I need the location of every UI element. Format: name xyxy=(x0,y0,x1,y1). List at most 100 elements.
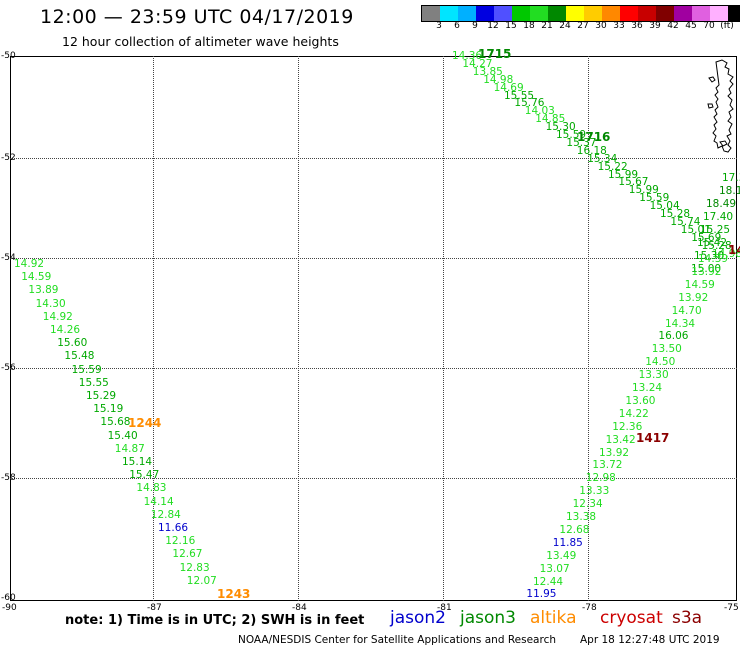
legend-swatch xyxy=(476,6,494,21)
legend-swatch xyxy=(692,6,710,21)
pass-time: 14 xyxy=(728,243,740,257)
legend-swatch xyxy=(548,6,566,21)
track-value: 18.49 xyxy=(706,198,736,210)
pass-time: 1244 xyxy=(128,416,161,430)
longitude-tick: -90 xyxy=(2,603,17,613)
track-value: 16.06 xyxy=(658,330,688,342)
legend-swatch xyxy=(602,6,620,21)
track-value: 15.55 xyxy=(79,377,109,389)
parallel-line xyxy=(10,368,737,369)
satellite-name: jason2 xyxy=(390,608,446,628)
legend-label: (ft) xyxy=(718,21,736,31)
track-value: 14.59 xyxy=(685,279,715,291)
track-value: 13.60 xyxy=(625,395,655,407)
pass-time: 1243 xyxy=(217,587,250,601)
longitude-tick: -87 xyxy=(147,603,162,613)
legend-swatch xyxy=(728,6,740,21)
track-value: 12.44 xyxy=(533,576,563,588)
track-value: 14.59 xyxy=(21,271,51,283)
track-value: 12.67 xyxy=(172,548,202,560)
latitude-tick: -56 xyxy=(1,363,16,373)
legend-label: 3 xyxy=(430,21,448,31)
pass-time: 1715 xyxy=(478,47,511,61)
track-value: 12.83 xyxy=(180,562,210,574)
track-value: 13.07 xyxy=(540,563,570,575)
track-value: 13.92 xyxy=(691,266,721,278)
track-value: 12.16 xyxy=(165,535,195,547)
track-value: 17.3 xyxy=(722,172,740,184)
legend-swatch xyxy=(530,6,548,21)
legend-label: 12 xyxy=(484,21,502,31)
parallel-line xyxy=(10,258,737,259)
legend-label: 6 xyxy=(448,21,466,31)
latitude-tick: -52 xyxy=(1,153,16,163)
legend-swatch xyxy=(620,6,638,21)
track-value: 15.59 xyxy=(72,364,102,376)
track-value: 15.60 xyxy=(57,337,87,349)
track-value: 18.1 xyxy=(719,185,740,197)
legend-label: 36 xyxy=(628,21,646,31)
meridian-line xyxy=(443,56,444,601)
track-value: 14.39 xyxy=(698,253,728,265)
track-value: 11.85 xyxy=(553,537,583,549)
track-value: 13.30 xyxy=(639,369,669,381)
legend-label: 15 xyxy=(502,21,520,31)
legend-swatch xyxy=(458,6,476,21)
track-value: 13.24 xyxy=(632,382,662,394)
track-value: 13.92 xyxy=(678,292,708,304)
legend-label: 21 xyxy=(538,21,556,31)
satellite-name: cryosat xyxy=(600,608,663,628)
legend-label: 42 xyxy=(664,21,682,31)
track-value: 15.68 xyxy=(100,416,130,428)
parallel-line xyxy=(10,478,737,479)
track-value: 12.68 xyxy=(559,524,589,536)
track-value: 13.33 xyxy=(579,485,609,497)
satellite-name: s3a xyxy=(672,608,702,628)
track-value: 12.34 xyxy=(573,498,603,510)
generated-timestamp: Apr 18 12:27:48 UTC 2019 xyxy=(580,634,720,646)
track-value: 12.07 xyxy=(187,575,217,587)
track-value: 14.83 xyxy=(136,482,166,494)
track-value: 14.50 xyxy=(645,356,675,368)
latitude-tick: -58 xyxy=(1,473,16,483)
longitude-tick: -78 xyxy=(582,603,597,613)
track-value: 14.92 xyxy=(43,311,73,323)
latitude-tick: -60 xyxy=(1,593,16,603)
longitude-tick: -75 xyxy=(724,603,739,613)
legend-swatch xyxy=(440,6,458,21)
footnote: note: 1) Time is in UTC; 2) SWH is in fe… xyxy=(65,613,364,628)
track-value: 13.38 xyxy=(566,511,596,523)
pass-time: 1716 xyxy=(577,130,610,144)
track-value: 14.14 xyxy=(144,496,174,508)
track-value: 17.40 xyxy=(703,211,733,223)
legend-label: 9 xyxy=(466,21,484,31)
map-subtitle: 12 hour collection of altimeter wave hei… xyxy=(62,34,339,49)
plot-area xyxy=(10,56,737,601)
legend-swatch xyxy=(638,6,656,21)
legend-label: 24 xyxy=(556,21,574,31)
legend-label: 30 xyxy=(592,21,610,31)
longitude-tick: -84 xyxy=(292,603,307,613)
legend-swatch xyxy=(422,6,440,21)
track-value: 15.42 xyxy=(697,237,727,249)
legend-label: 70 xyxy=(700,21,718,31)
legend-swatch xyxy=(512,6,530,21)
track-value: 15.47 xyxy=(129,469,159,481)
track-value: 15.19 xyxy=(93,403,123,415)
track-value: 14.26 xyxy=(50,324,80,336)
legend-label: 27 xyxy=(574,21,592,31)
track-value: 13.42 xyxy=(606,434,636,446)
track-value: 15.48 xyxy=(64,350,94,362)
track-value: 14.22 xyxy=(619,408,649,420)
track-value: 13.89 xyxy=(28,284,58,296)
legend-label: 39 xyxy=(646,21,664,31)
track-value: 11.66 xyxy=(158,522,188,534)
track-value: 13.92 xyxy=(599,447,629,459)
legend-swatch xyxy=(494,6,512,21)
track-value: 15.40 xyxy=(108,430,138,442)
track-value: 15.29 xyxy=(86,390,116,402)
track-value: 14.30 xyxy=(36,298,66,310)
track-value: 15.14 xyxy=(122,456,152,468)
track-value: 14.34 xyxy=(665,318,695,330)
track-value: 13.72 xyxy=(592,459,622,471)
